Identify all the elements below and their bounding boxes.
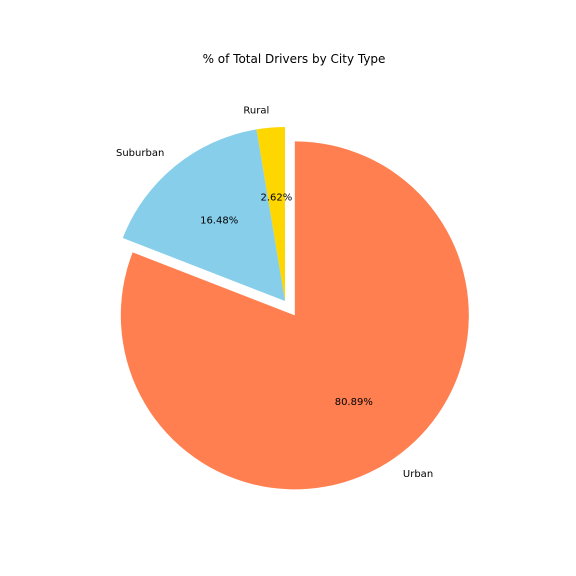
chart-title: % of Total Drivers by City Type [203,52,386,66]
pie-category-label-rural: Rural [243,106,269,117]
pie-labels: 2.62% Rural 16.48% Suburban 80.89% Urban [116,106,433,480]
pie-category-label-urban: Urban [403,469,433,480]
pie-slices [120,127,469,490]
pie-slice-suburban [122,129,285,301]
pie-pct-label-suburban: 16.48% [200,215,238,226]
pie-category-label-suburban: Suburban [116,148,164,159]
pie-pct-label-rural: 2.62% [261,192,293,203]
pie-pct-label-urban: 80.89% [335,397,373,408]
pie-slice-rural [256,127,285,301]
pie-slice-urban [120,141,469,490]
